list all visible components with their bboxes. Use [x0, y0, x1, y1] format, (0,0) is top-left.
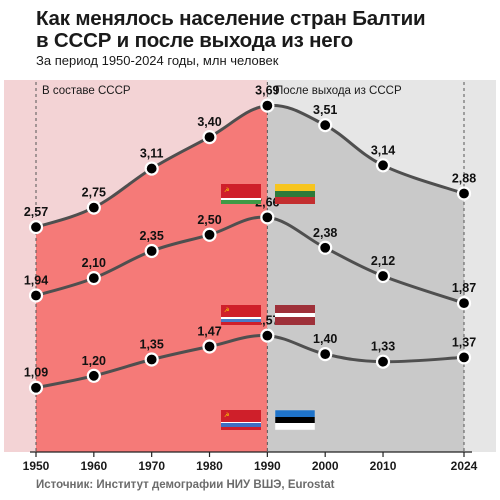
- data-point-2-2010: [375, 268, 391, 284]
- estonia-ssr-emblem-glyph: ☭: [224, 412, 229, 419]
- data-label-1-2000: 3,51: [313, 103, 337, 117]
- data-point-3-1980: [202, 339, 217, 354]
- data-point-2-1950: [28, 288, 44, 303]
- data-point-1-2010: [375, 158, 391, 173]
- data-label-2-1990: 2,66: [255, 195, 279, 209]
- data-point-3-1960: [86, 368, 101, 383]
- data-point-1-1970: [144, 161, 159, 176]
- latvia-ssr-flag-white: [221, 317, 261, 319]
- data-label-1-1960: 2,75: [82, 186, 106, 200]
- x-tick-label-1990: 1990: [254, 459, 281, 473]
- data-label-1-2010: 3,14: [371, 143, 395, 157]
- x-tick-label-2000: 2000: [312, 459, 339, 473]
- lithuania-ssr-emblem-glyph: ☭: [224, 187, 229, 194]
- post-ussr-area-fill: [267, 105, 464, 452]
- data-point-2-2024: [456, 296, 472, 311]
- data-point-3-1970: [144, 352, 159, 367]
- ussr-area-fill: [36, 105, 268, 452]
- lithuania-ssr-flag: [221, 184, 261, 198]
- x-tick-label-2024: 2024: [451, 459, 478, 473]
- data-point-2-2000: [318, 240, 333, 255]
- data-label-3-2010: 1,33: [371, 340, 395, 354]
- data-point-1-2024: [456, 186, 472, 201]
- data-label-2-2024: 1,87: [452, 281, 476, 295]
- latvia-flag-white: [275, 313, 315, 317]
- data-label-2-2010: 2,12: [371, 254, 395, 268]
- data-label-2-1980: 2,50: [197, 213, 221, 227]
- estonia-flag-border: [274, 409, 316, 431]
- estonia-flag: [275, 410, 315, 417]
- x-tick-label-2010: 2010: [370, 459, 397, 473]
- lithuania-ssr-emblem: ☭: [224, 187, 229, 194]
- lithuania-ssr-flag-white: [221, 198, 261, 200]
- lithuania-flag-red: [275, 197, 315, 204]
- latvia-ssr-flag-blue: [221, 319, 261, 322]
- data-point-1-2000: [318, 118, 333, 133]
- title-line-1: Как менялось население стран Балтии: [36, 7, 426, 30]
- estonia-ssr-emblem: ☭: [224, 412, 229, 419]
- lithuania-ssr-flag-green: [221, 200, 261, 204]
- period-label-1: В составе СССР: [42, 85, 131, 97]
- title-line-2: в СССР и после выхода из него: [36, 29, 353, 52]
- x-tick-label-1980: 1980: [196, 459, 223, 473]
- data-label-1-1990: 3,69: [255, 84, 279, 98]
- data-label-3-1960: 1,20: [82, 354, 106, 368]
- period-label-2: После выхода из СССР: [275, 85, 402, 97]
- data-point-3-2010: [375, 354, 391, 369]
- lithuania-flag: [275, 184, 315, 191]
- estonia-flag-black: [275, 417, 315, 423]
- data-label-1-2024: 2,88: [452, 172, 476, 186]
- lithuania-flag-green: [275, 191, 315, 197]
- x-tick-label-1960: 1960: [80, 459, 107, 473]
- data-label-1-1980: 3,40: [197, 115, 221, 129]
- data-label-1-1970: 3,11: [140, 147, 164, 161]
- data-label-3-2000: 1,40: [313, 332, 337, 346]
- data-label-2-1950: 1,94: [24, 274, 48, 288]
- data-label-2-1970: 2,35: [140, 229, 164, 243]
- estonia-ssr-flag-line: [221, 422, 261, 423]
- data-label-3-1980: 1,47: [197, 325, 221, 339]
- data-label-1-1950: 2,57: [24, 205, 48, 219]
- latvia-ssr-emblem: ☭: [224, 307, 229, 314]
- data-point-2-1970: [144, 243, 159, 259]
- data-label-3-1990: 1,57: [255, 314, 279, 328]
- data-point-1-1960: [86, 200, 101, 215]
- chart-title: Как менялось население стран Балтии в СС…: [36, 8, 496, 52]
- data-label-3-1950: 1,09: [24, 366, 48, 380]
- chart-subtitle: За период 1950-2024 годы, млн человек: [36, 53, 279, 68]
- data-point-1-1950: [28, 220, 44, 235]
- source-note: Источник: Институт демографии НИУ ВШЭ, E…: [36, 479, 335, 491]
- data-label-2-2000: 2,38: [313, 226, 337, 240]
- data-point-2-1960: [86, 271, 101, 286]
- data-point-2-1990: [260, 210, 275, 225]
- data-point-3-1950: [28, 380, 44, 395]
- latvia-ssr-emblem-glyph: ☭: [224, 307, 229, 314]
- data-label-2-1960: 2,10: [82, 256, 106, 270]
- data-point-1-1990: [260, 98, 275, 113]
- x-tick-label-1950: 1950: [23, 459, 50, 473]
- data-point-3-2000: [318, 347, 333, 362]
- estonia-flag-white: [275, 423, 315, 430]
- data-point-2-1980: [202, 227, 217, 242]
- data-label-3-2024: 1,37: [452, 335, 476, 349]
- data-point-3-2024: [456, 350, 472, 365]
- estonia-ssr-flag-blue: [221, 422, 261, 427]
- data-point-3-1990: [260, 328, 275, 343]
- data-point-1-1980: [202, 130, 217, 145]
- data-label-3-1970: 1,35: [140, 338, 164, 352]
- x-tick-label-1970: 1970: [138, 459, 165, 473]
